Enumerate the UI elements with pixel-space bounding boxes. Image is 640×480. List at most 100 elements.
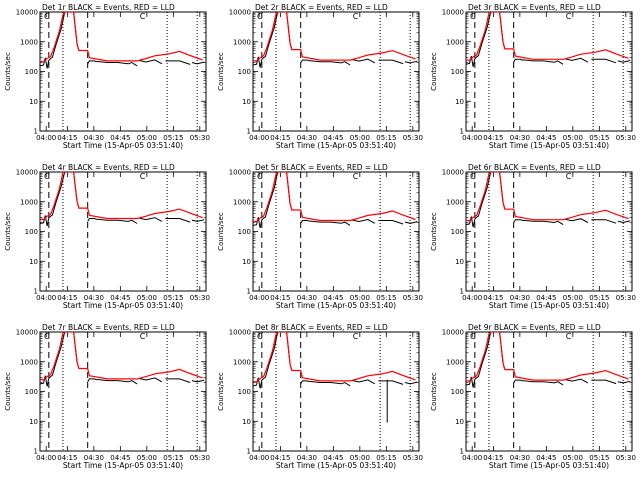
x-tick-label: 04:15 — [483, 454, 503, 462]
events-series — [522, 380, 564, 386]
y-tick-label: 1 — [460, 128, 464, 136]
y-tick-label: 10 — [242, 418, 251, 426]
events-series — [191, 61, 205, 65]
x-tick-label: 04:00 — [36, 134, 56, 142]
lld-series — [40, 172, 203, 221]
y-tick-label: 1 — [34, 128, 38, 136]
panel-title: Det 9r BLACK = Events, RED = LLD — [468, 323, 601, 332]
events-series — [300, 220, 310, 224]
y-axis-label: Counts/sec — [217, 212, 225, 251]
y-tick-label: 1000 — [446, 38, 464, 46]
events-series — [253, 332, 293, 389]
y-tick-label: 10000 — [229, 169, 251, 177]
y-axis-label: Counts/sec — [430, 372, 438, 411]
panel-marker-2: C — [353, 332, 359, 341]
events-series — [617, 59, 631, 63]
x-tick-label: 05:15 — [376, 294, 396, 302]
panel-marker: C — [470, 172, 476, 181]
lld-series — [466, 332, 629, 382]
panel-marker-2: C — [566, 12, 572, 21]
panel-marker-2: C — [140, 12, 146, 21]
panel-title: Det 1r BLACK = Events, RED = LLD — [42, 3, 175, 12]
x-tick-label: 04:45 — [536, 294, 556, 302]
events-series — [87, 218, 97, 222]
x-tick-label: 04:45 — [110, 294, 130, 302]
y-tick-label: 1 — [247, 448, 251, 456]
x-tick-label: 04:15 — [270, 454, 290, 462]
panel-marker: C — [257, 172, 263, 181]
events-series — [466, 12, 506, 67]
x-tick-label: 05:30 — [616, 134, 636, 142]
x-tick-label: 04:45 — [323, 294, 343, 302]
x-tick-label: 05:00 — [350, 454, 370, 462]
y-tick-label: 1000 — [20, 358, 38, 366]
events-series — [96, 60, 138, 67]
y-tick-label: 1000 — [233, 358, 251, 366]
y-tick-label: 10000 — [442, 169, 464, 177]
x-axis-label: Start Time (15-Apr-05 03:51:40) — [489, 141, 609, 150]
x-tick-label: 04:00 — [462, 134, 482, 142]
events-series — [522, 219, 564, 226]
x-tick-label: 04:00 — [462, 454, 482, 462]
x-tick-label: 04:15 — [57, 454, 77, 462]
panel-marker: C — [470, 332, 476, 341]
x-tick-label: 05:15 — [163, 294, 183, 302]
y-tick-label: 1000 — [446, 198, 464, 206]
x-axis-label: Start Time (15-Apr-05 03:51:40) — [489, 461, 609, 470]
events-series — [165, 218, 191, 223]
events-series — [191, 379, 205, 383]
y-tick-label: 100 — [25, 228, 38, 236]
x-axis-label: Start Time (15-Apr-05 03:51:40) — [63, 461, 183, 470]
x-tick-label: 05:00 — [350, 294, 370, 302]
x-tick-label: 05:15 — [589, 294, 609, 302]
events-series — [138, 59, 163, 65]
x-axis-label: Start Time (15-Apr-05 03:51:40) — [276, 141, 396, 150]
panel-title: Det 6r BLACK = Events, RED = LLD — [468, 163, 601, 172]
x-axis-label: Start Time (15-Apr-05 03:51:40) — [276, 301, 396, 310]
plot-frame — [252, 331, 420, 452]
events-series — [564, 218, 589, 223]
events-series — [522, 59, 564, 65]
events-series — [404, 60, 418, 64]
events-series — [309, 220, 351, 226]
y-axis-label: Counts/sec — [217, 372, 225, 411]
plot-frame — [252, 171, 420, 292]
x-tick-label: 04:00 — [36, 294, 56, 302]
x-tick-label: 04:45 — [536, 134, 556, 142]
events-series — [87, 60, 97, 65]
events-series — [591, 219, 617, 224]
x-tick-label: 04:30 — [510, 454, 530, 462]
events-series — [617, 220, 631, 224]
y-tick-label: 10 — [455, 98, 464, 106]
panel-title: Det 3r BLACK = Events, RED = LLD — [468, 3, 601, 12]
events-series — [138, 377, 163, 383]
x-tick-label: 05:15 — [589, 134, 609, 142]
lld-series — [253, 332, 416, 383]
events-series — [591, 58, 617, 64]
x-tick-label: 04:45 — [323, 454, 343, 462]
events-series — [87, 378, 97, 383]
x-axis-label: Start Time (15-Apr-05 03:51:40) — [63, 301, 183, 310]
x-tick-label: 04:30 — [84, 454, 104, 462]
x-axis-label: Start Time (15-Apr-05 03:51:40) — [489, 301, 609, 310]
plot-frame — [39, 171, 207, 292]
y-tick-label: 100 — [238, 228, 251, 236]
y-tick-label: 1000 — [233, 198, 251, 206]
x-tick-label: 04:15 — [270, 294, 290, 302]
events-series — [96, 218, 138, 224]
x-tick-label: 05:00 — [137, 294, 157, 302]
panel-title: Det 8r BLACK = Events, RED = LLD — [255, 323, 388, 332]
events-series — [309, 380, 351, 387]
events-series — [404, 221, 418, 224]
panel-marker: C — [257, 332, 263, 341]
x-tick-label: 04:00 — [462, 294, 482, 302]
panel-title: Det 5r BLACK = Events, RED = LLD — [255, 163, 388, 172]
x-tick-label: 05:00 — [137, 134, 157, 142]
panel-title: Det 4r BLACK = Events, RED = LLD — [42, 163, 175, 172]
panel-marker-2: C — [566, 172, 572, 181]
y-tick-label: 10000 — [16, 9, 38, 17]
